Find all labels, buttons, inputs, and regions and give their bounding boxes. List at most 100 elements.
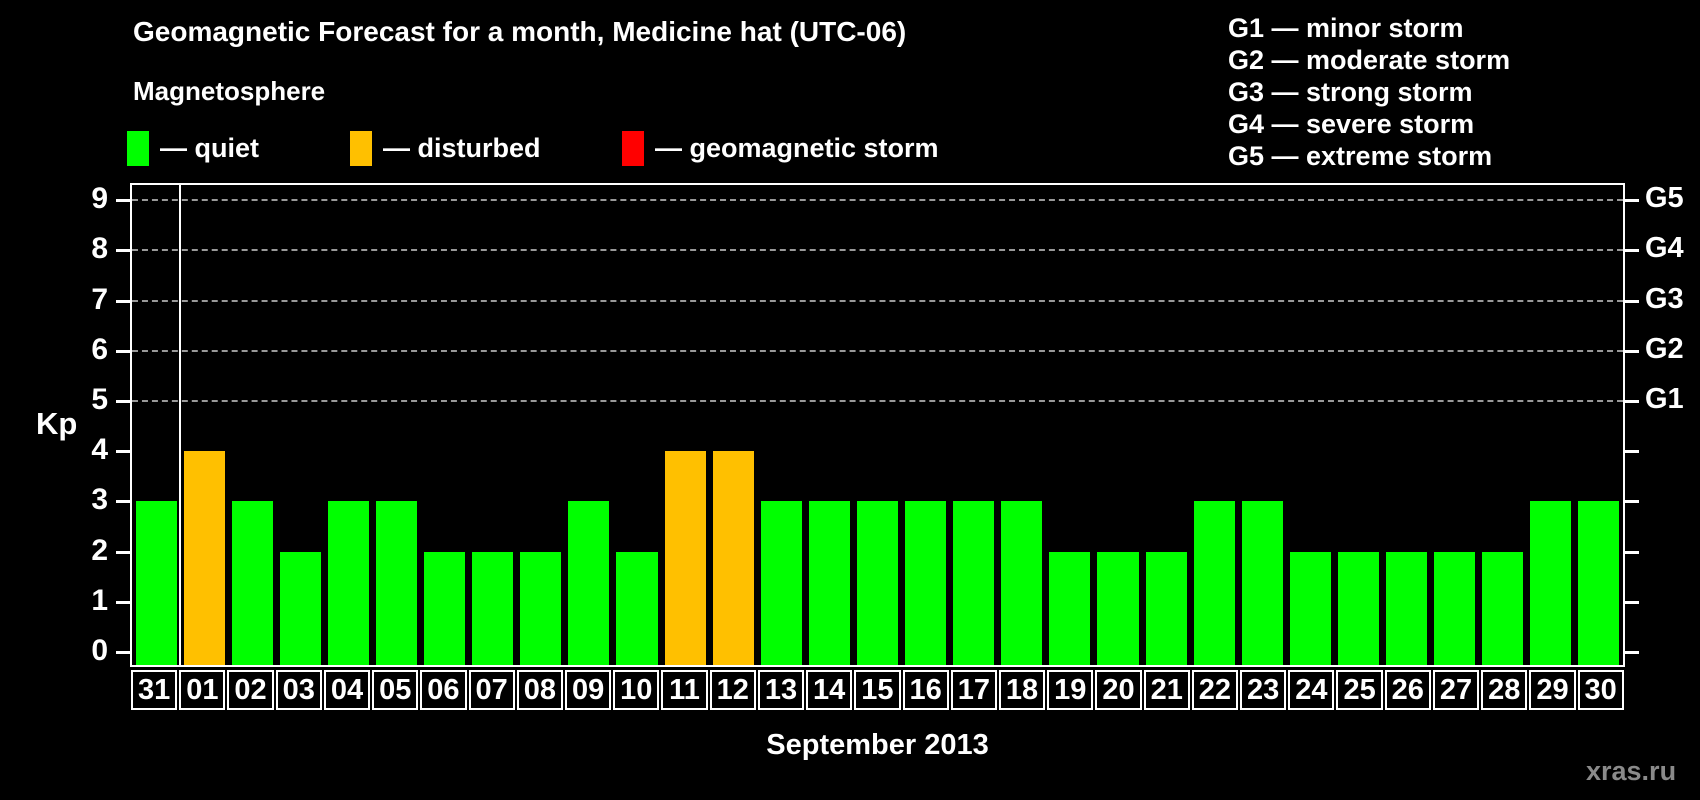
kp-bar-07: [472, 551, 514, 665]
date-cell-16: 16: [902, 670, 949, 710]
left-axis-tick-4: [116, 450, 130, 454]
y-tick-label-8: 8: [91, 232, 108, 266]
storm-color-swatch: [622, 130, 644, 166]
kp-bar-21: [1145, 551, 1187, 665]
watermark: xras.ru: [1586, 756, 1677, 786]
g2-legend-line: G2 — moderate storm: [1228, 45, 1511, 75]
y-tick-label-3: 3: [91, 483, 108, 517]
right-axis-tick-7: [1625, 299, 1639, 303]
date-cell-03: 03: [275, 670, 322, 710]
quiet-color-swatch: [127, 130, 149, 166]
kp-bar-16: [905, 501, 947, 665]
right-axis-tick-0: [1625, 651, 1639, 654]
disturbed-color-swatch: [350, 130, 372, 166]
date-cell-11: 11: [661, 670, 708, 710]
kp-bar-06: [424, 551, 466, 665]
right-axis-label-G1: G1: [1645, 383, 1684, 415]
g1-legend-line: G1 — minor storm: [1228, 13, 1464, 43]
date-axis: 31 01 02 03 04 05 06 07 08 09 10 11 12 13 14 15 16 17 18 19…: [130, 670, 1625, 710]
right-axis-label-G3: G3: [1645, 282, 1684, 315]
chart-title: Geomagnetic Forecast for a month, Medici…: [133, 16, 907, 47]
kp-bar-19: [1049, 551, 1091, 665]
kp-bar-22: [1193, 501, 1235, 665]
date-cell-24: 24: [1288, 670, 1335, 710]
kp-bar-31: [135, 501, 177, 665]
left-axis-tick-3: [116, 500, 130, 504]
x-axis-label: September 2013: [766, 729, 989, 761]
right-axis-tick-8: [1625, 249, 1639, 253]
left-axis-tick-7: [116, 299, 130, 303]
gridline-kp8: [132, 249, 1623, 252]
kp-bar-23: [1241, 501, 1283, 665]
left-axis-tick-6: [116, 349, 130, 353]
kp-bar-08: [520, 551, 562, 665]
date-cell-19: 19: [1047, 670, 1094, 710]
g4-legend-line: G4 — severe storm: [1228, 109, 1475, 139]
date-cell-27: 27: [1432, 670, 1480, 710]
kp-bar-02: [231, 501, 273, 665]
legend-item-disturbed: — disturbed: [350, 130, 541, 166]
y-tick-label-0: 0: [91, 634, 108, 667]
kp-bar-26: [1386, 551, 1428, 665]
kp-bar-09: [568, 501, 610, 665]
gridline-kp5: [132, 400, 1623, 402]
date-cell-25: 25: [1336, 670, 1383, 710]
date-cell-28: 28: [1481, 670, 1528, 710]
left-axis-tick-0: [116, 651, 130, 654]
y-tick-label-1: 1: [91, 583, 108, 617]
kp-bar-11: [664, 451, 706, 665]
right-axis-tick-4: [1625, 450, 1639, 454]
y-tick-label-2: 2: [91, 533, 108, 567]
date-cell-14: 14: [806, 670, 853, 710]
legend-item-quiet: — quiet: [127, 130, 259, 166]
left-axis-tick-9: [116, 199, 130, 203]
date-cell-15: 15: [854, 670, 901, 710]
plot-area: [130, 183, 1625, 667]
right-axis-tick-5: [1625, 400, 1639, 403]
legend-storm-label: — geomagnetic storm: [655, 132, 939, 163]
plot-inner: [132, 185, 1623, 665]
y-tick-label-7: 7: [91, 282, 108, 316]
y-tick-label-9: 9: [91, 182, 108, 216]
right-axis-tick-6: [1625, 349, 1639, 353]
kp-bar-20: [1097, 551, 1139, 665]
kp-bar-27: [1434, 551, 1476, 665]
right-axis-tick-2: [1625, 550, 1639, 554]
kp-bar-05: [375, 501, 418, 665]
gridline-kp7: [132, 299, 1623, 302]
kp-bar-25: [1337, 551, 1379, 665]
g-scale-legend: G1 — minor storm G2 — moderate storm G3 …: [1228, 12, 1510, 172]
left-axis-tick-8: [116, 249, 130, 253]
month-separator-line: [179, 185, 182, 665]
kp-bar-04: [327, 501, 369, 665]
date-cell-26: 26: [1384, 670, 1431, 710]
kp-bar-30: [1578, 501, 1620, 665]
gridline-kp6: [132, 349, 1623, 352]
right-axis-label-G4: G4: [1645, 232, 1684, 265]
date-cell-21: 21: [1143, 670, 1190, 710]
kp-bar-12: [712, 451, 754, 665]
kp-bar-29: [1530, 501, 1572, 665]
kp-bar-24: [1289, 551, 1331, 665]
date-cell-17: 17: [950, 670, 997, 710]
chart-subtitle: Magnetosphere: [133, 76, 326, 106]
date-cell-23: 23: [1240, 670, 1287, 710]
kp-bar-13: [760, 501, 802, 665]
kp-bar-28: [1482, 551, 1524, 665]
gridline-kp9: [132, 199, 1623, 202]
date-cell-06: 06: [420, 670, 467, 710]
date-cell-13: 13: [757, 670, 805, 710]
left-axis-tick-2: [116, 550, 130, 554]
kp-bar-01: [183, 451, 225, 665]
date-cell-07: 07: [468, 670, 515, 710]
legend-item-storm: — geomagnetic storm: [622, 130, 939, 166]
left-axis-tick-5: [116, 400, 130, 403]
kp-bar-10: [616, 551, 658, 665]
legend-quiet-label: — quiet: [160, 132, 259, 163]
date-cell-20: 20: [1095, 670, 1142, 710]
date-cell-12: 12: [709, 670, 756, 710]
date-cell-31: 31: [131, 670, 178, 710]
g5-legend-line: G5 — extreme storm: [1228, 141, 1493, 171]
y-tick-label-5: 5: [91, 383, 108, 416]
y-tick-label-6: 6: [91, 332, 108, 366]
